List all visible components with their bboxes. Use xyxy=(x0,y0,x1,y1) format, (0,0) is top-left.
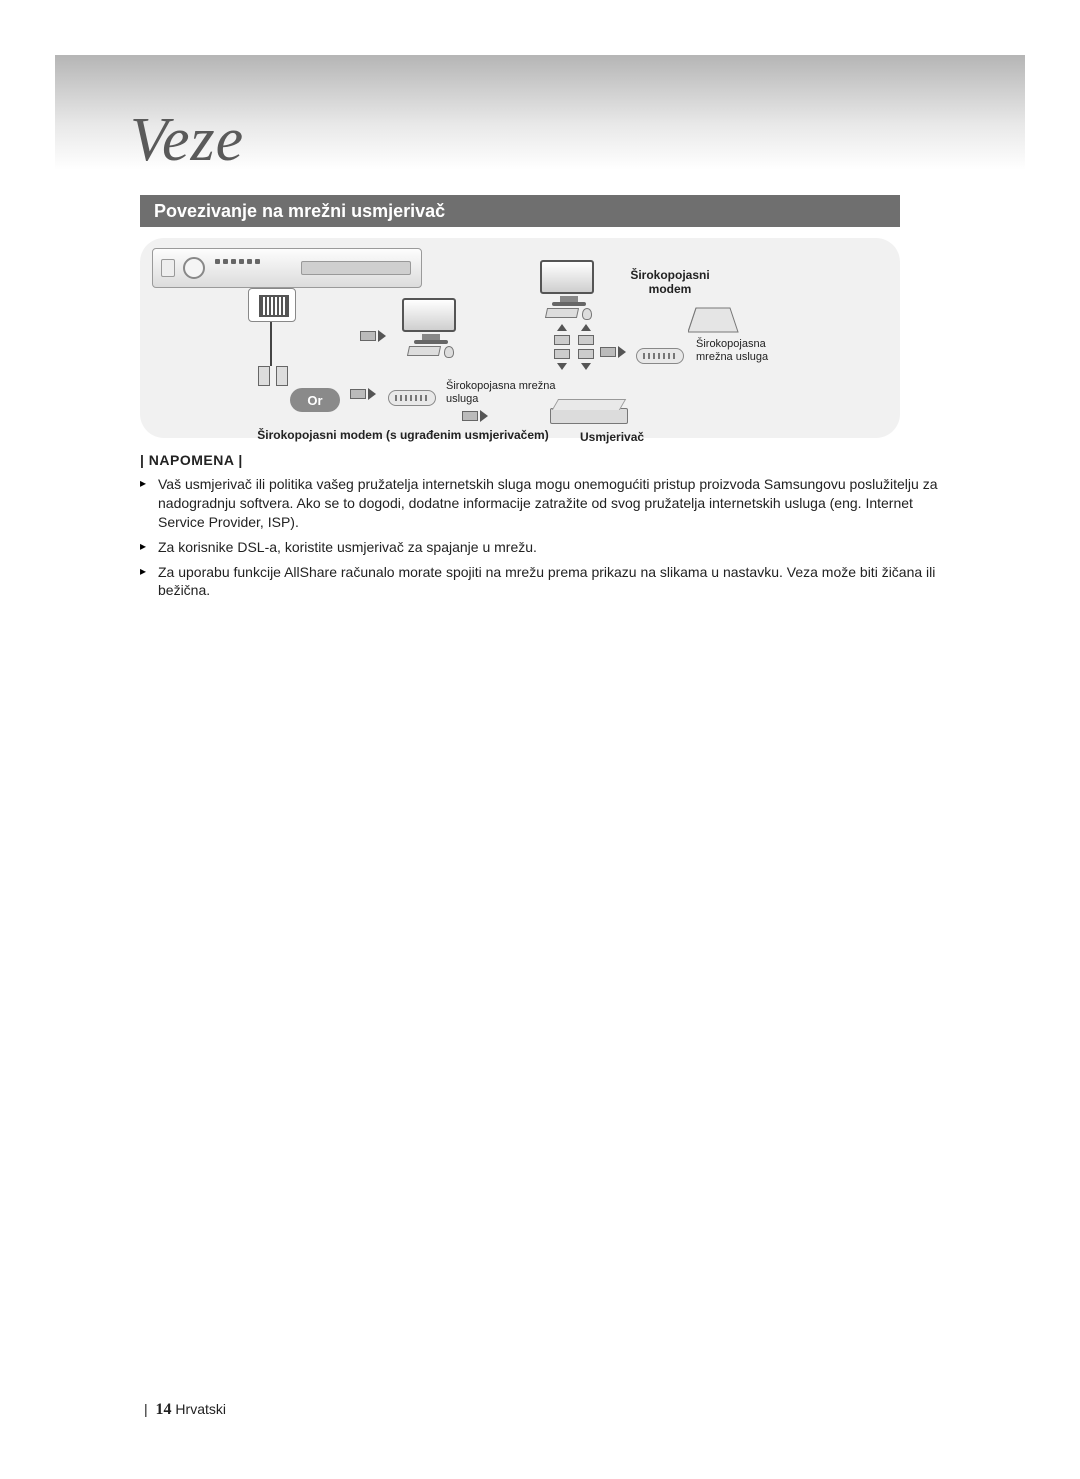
broadband-modem-label: Širokopojasni modem xyxy=(610,268,730,297)
or-label-text: Or xyxy=(307,393,322,408)
notes-list: Vaš usmjerivač ili politika vašeg pružat… xyxy=(140,475,960,606)
footer-separator: | xyxy=(144,1401,148,1417)
vertical-connectors-icon xyxy=(554,324,570,370)
mouse-icon xyxy=(582,308,592,320)
player-device-icon xyxy=(152,248,422,288)
page-footer: | 14 Hrvatski xyxy=(140,1401,226,1419)
modem-with-router-label: Širokopojasni modem (s ugrađenim usmjeri… xyxy=(238,428,568,442)
section-heading-bar: Povezivanje na mrežni usmjerivač xyxy=(140,195,900,227)
broadband-service-label-1: Širokopojasna mrežna usluga xyxy=(446,380,556,406)
keyboard-icon xyxy=(407,346,441,356)
mouse-icon xyxy=(444,346,454,358)
note-heading: | NAPOMENA | xyxy=(140,452,243,468)
broadband-modem-icon xyxy=(388,390,436,406)
or-label: Or xyxy=(290,388,340,412)
broadband-modem-sub: modem xyxy=(649,282,692,296)
note-item: Za uporabu funkcije AllShare računalo mo… xyxy=(140,563,960,601)
section-heading-text: Povezivanje na mrežni usmjerivač xyxy=(154,201,445,222)
broadband-service-2b: mrežna usluga xyxy=(696,351,768,363)
connection-diagram: Or Širokopojasna mrežna usluga Širokopoj… xyxy=(140,238,900,438)
page: Veze Povezivanje na mrežni usmjerivač Or… xyxy=(0,0,1080,1479)
pc-side-icon xyxy=(688,302,740,336)
keyboard-icon xyxy=(545,308,579,318)
cable-arrow-icon xyxy=(350,388,376,400)
broadband-service-2a: Širokopojasna xyxy=(696,338,766,350)
chapter-title: Veze xyxy=(130,105,244,176)
router-label: Usmjerivač xyxy=(580,430,680,444)
note-item: Za korisnike DSL-a, koristite usmjerivač… xyxy=(140,538,960,557)
note-item: Vaš usmjerivač ili politika vašeg pružat… xyxy=(140,475,960,532)
broadband-modem-icon xyxy=(636,348,684,364)
router-icon xyxy=(550,408,628,424)
cable-arrow-icon xyxy=(462,410,488,422)
vertical-connectors-icon xyxy=(578,324,594,370)
footer-language: Hrvatski xyxy=(175,1401,226,1417)
broadband-service-label-2: Širokopojasna mrežna usluga xyxy=(696,338,796,364)
cable-line xyxy=(270,322,272,366)
cable-arrow-icon xyxy=(600,346,626,358)
rj45-connectors-icon xyxy=(258,366,288,386)
page-number: 14 xyxy=(156,1401,172,1418)
lan-port-icon xyxy=(248,288,296,322)
pc-monitor-icon xyxy=(540,260,598,306)
cable-arrow-icon xyxy=(360,330,386,342)
broadband-modem-title: Širokopojasni xyxy=(630,268,709,282)
pc-monitor-icon xyxy=(402,298,460,344)
